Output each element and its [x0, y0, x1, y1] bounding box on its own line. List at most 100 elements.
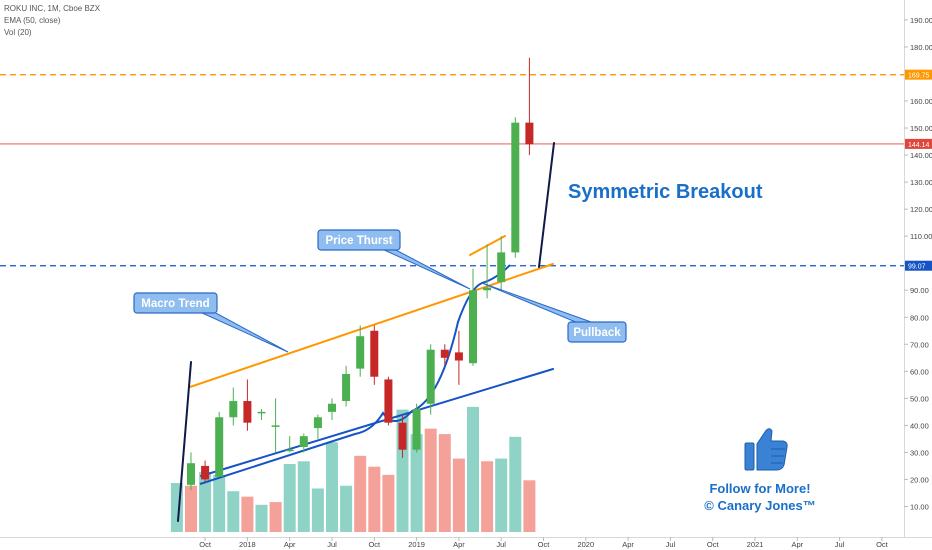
volume-bar [213, 474, 226, 532]
candle-body [454, 352, 463, 361]
chart-legend: ROKU INC, 1M, Cboe BZX EMA (50, close) V… [4, 3, 100, 39]
candle-body [469, 290, 477, 364]
volume-bar [185, 485, 197, 532]
y-tick-label: 180.00 [910, 43, 932, 52]
blue-price-label: 99.07 [908, 264, 926, 271]
legend-volume: Vol (20) [4, 28, 32, 37]
volume-bar [227, 491, 240, 532]
candle-body [271, 425, 280, 427]
current-price-label-bg [905, 138, 932, 149]
volume-bar [424, 428, 437, 532]
y-tick-label: 50.00 [910, 394, 929, 403]
candle-body [525, 122, 534, 145]
thrust-curve [199, 264, 511, 485]
candle-body [497, 252, 506, 283]
volume-bar [326, 442, 338, 532]
candle-body [483, 287, 492, 291]
price-thurst-callout-box [317, 229, 401, 251]
volume-bar [410, 434, 423, 532]
y-tick-label: 90.00 [910, 286, 929, 295]
volume-bar [452, 458, 465, 532]
orange-price-label: 169.75 [908, 73, 930, 80]
y-tick-label: 70.00 [910, 340, 929, 349]
volume-bar [368, 466, 381, 532]
candle-body [328, 403, 336, 412]
candle-body [426, 349, 435, 404]
right-spike-line [538, 142, 555, 268]
y-tick-label: 20.00 [910, 475, 929, 484]
price-thurst-callout-pointer [381, 248, 471, 290]
candle-body [187, 463, 195, 485]
volume-bar [523, 480, 536, 532]
y-tick-label: 10.00 [910, 502, 929, 511]
volume-bar [354, 455, 367, 532]
candle-body [201, 465, 210, 480]
symmetric-breakout-title: Symmetric Breakout [568, 181, 763, 203]
candle-body [440, 349, 449, 358]
x-tick-label: Oct [538, 540, 551, 549]
x-tick-label: 2019 [408, 540, 425, 549]
copyright-text: © Canary Jones™ [704, 498, 815, 513]
candle-body [398, 422, 407, 450]
pullback-callout-text: Pullback [573, 327, 621, 339]
y-tick-label: 140.00 [910, 151, 932, 160]
macro-trend-callout-box [133, 292, 218, 314]
x-tick-label: 2020 [577, 540, 594, 549]
volume-bar [241, 496, 254, 532]
pullback-callout-box [567, 321, 627, 343]
y-tick-label: 80.00 [910, 313, 929, 322]
y-tick-label: 60.00 [910, 367, 929, 376]
candle-body [342, 374, 351, 402]
x-tick-label: Oct [368, 540, 381, 549]
x-tick-label: Apr [791, 540, 803, 549]
candle-body [511, 122, 520, 253]
x-tick-label: 2018 [239, 540, 256, 549]
x-tick-label: Apr [284, 540, 296, 549]
candle-body [370, 330, 379, 377]
thumbs-up-icon [744, 428, 788, 471]
candle-body [412, 409, 421, 450]
price-thurst-callout [317, 229, 471, 290]
x-tick-label: Jul [835, 540, 845, 549]
y-tick-label: 130.00 [910, 178, 932, 187]
macro-trend-callout-text: Macro Trend [141, 298, 209, 310]
volume-bar [297, 461, 310, 532]
candle-body [229, 401, 238, 418]
x-tick-label: Jul [496, 540, 506, 549]
volume-bar [438, 434, 451, 532]
volume-bar [269, 502, 282, 532]
volume-bar [283, 464, 296, 532]
volume-bar [481, 461, 494, 532]
volume-bar [311, 488, 324, 532]
x-tick-label: Oct [707, 540, 720, 549]
volume-bar [255, 504, 268, 532]
y-tick-label: 150.00 [910, 124, 932, 133]
pullback-callout-pointer [481, 282, 595, 324]
x-tick-label: Oct [876, 540, 889, 549]
macro-trend-callout [133, 292, 289, 353]
candle-body [257, 411, 266, 414]
orange-price-label-bg [905, 69, 932, 80]
pullback-callout [481, 282, 627, 343]
x-tick-label: Apr [453, 540, 465, 549]
y-tick-label: 40.00 [910, 421, 929, 430]
macro-trend-line [189, 263, 554, 388]
candle-body [285, 449, 294, 452]
volume-bar [199, 472, 212, 532]
left-spike-line [177, 361, 192, 522]
y-tick-label: 120.00 [910, 205, 932, 214]
legend-symbol: ROKU INC, 1M, Cboe BZX [4, 4, 101, 13]
x-tick-label: Apr [622, 540, 634, 549]
volume-bar [495, 458, 508, 532]
volume-bar [382, 474, 395, 532]
x-tick-label: 2021 [747, 540, 764, 549]
candle-body [356, 336, 365, 369]
follow-text: Follow for More! [709, 481, 810, 496]
candle-body [299, 436, 308, 448]
y-tick-label: 110.00 [910, 232, 932, 241]
candle-body [384, 379, 393, 423]
volume-bar [509, 436, 522, 532]
x-tick-label: Jul [327, 540, 337, 549]
